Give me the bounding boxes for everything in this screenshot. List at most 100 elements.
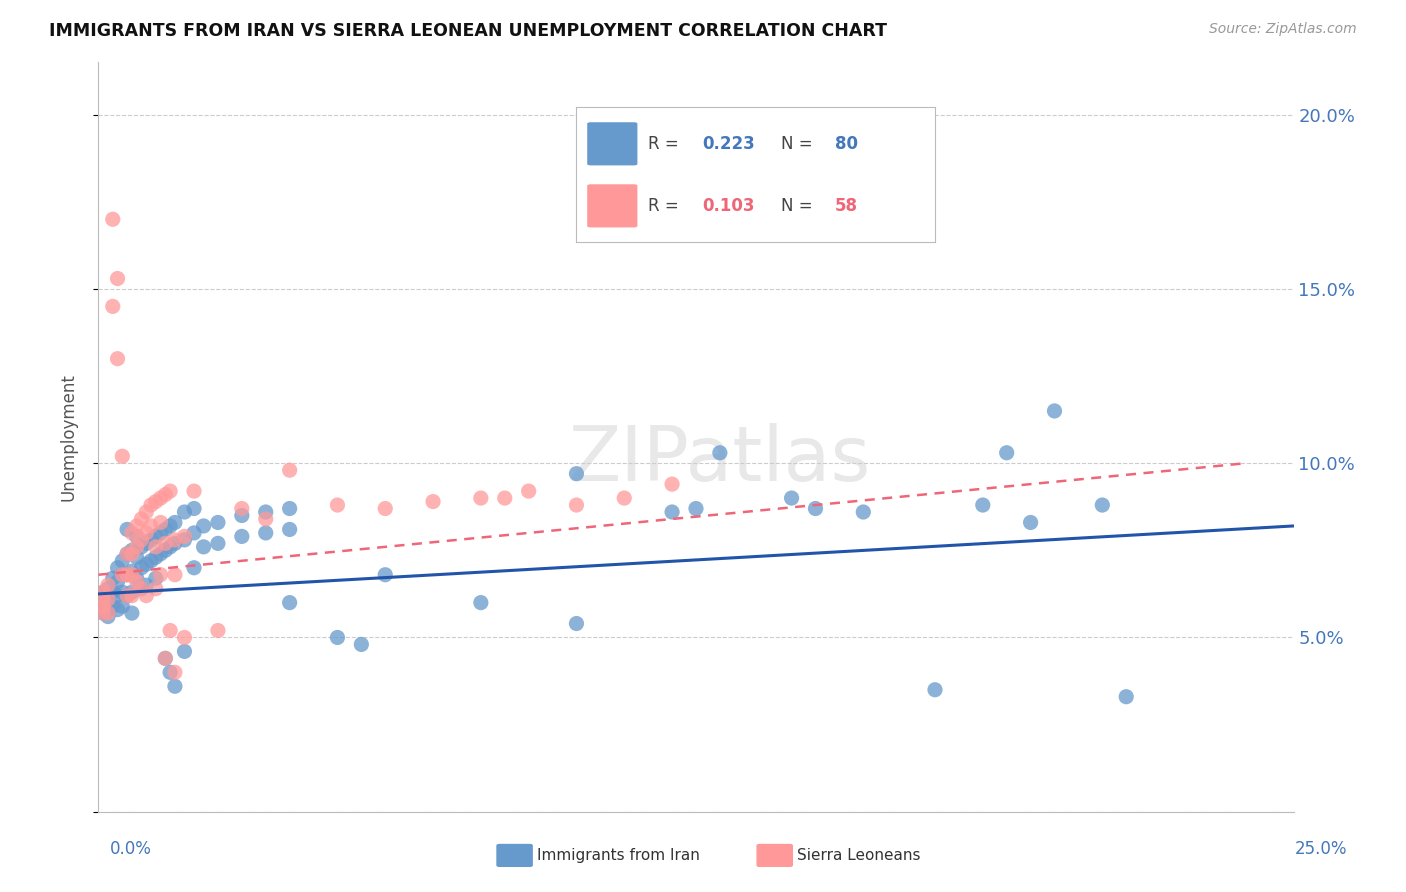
Point bbox=[661, 477, 683, 491]
Point bbox=[231, 529, 253, 543]
Point bbox=[115, 589, 138, 603]
Point bbox=[135, 525, 157, 540]
Point bbox=[139, 554, 162, 568]
Point bbox=[139, 498, 162, 512]
Point bbox=[1115, 690, 1137, 704]
Point bbox=[91, 599, 114, 613]
Text: Sierra Leoneans: Sierra Leoneans bbox=[797, 848, 921, 863]
Point bbox=[155, 487, 177, 501]
Point bbox=[135, 578, 157, 592]
Point bbox=[97, 596, 120, 610]
Point bbox=[115, 567, 138, 582]
Point bbox=[107, 561, 129, 575]
Point bbox=[91, 585, 114, 599]
Point bbox=[115, 567, 138, 582]
Point bbox=[97, 578, 120, 592]
Point bbox=[155, 651, 177, 665]
Point bbox=[278, 463, 301, 477]
Point bbox=[91, 592, 114, 607]
Point bbox=[183, 501, 205, 516]
Point bbox=[121, 585, 143, 599]
Point bbox=[995, 446, 1018, 460]
Point bbox=[115, 589, 138, 603]
Point bbox=[231, 501, 253, 516]
Point bbox=[149, 567, 172, 582]
Point bbox=[709, 446, 731, 460]
Point bbox=[107, 574, 129, 589]
Point bbox=[111, 554, 134, 568]
Point bbox=[155, 536, 177, 550]
Point bbox=[91, 599, 114, 613]
Point bbox=[163, 536, 186, 550]
Text: 25.0%: 25.0% bbox=[1295, 840, 1347, 858]
Point bbox=[125, 574, 148, 589]
Point bbox=[517, 484, 540, 499]
Point bbox=[326, 631, 349, 645]
Point bbox=[111, 449, 134, 463]
Point bbox=[173, 631, 195, 645]
Point bbox=[115, 547, 138, 561]
Point bbox=[139, 519, 162, 533]
Point bbox=[661, 505, 683, 519]
Point bbox=[121, 567, 143, 582]
Point bbox=[374, 567, 396, 582]
Point bbox=[139, 533, 162, 547]
Point bbox=[163, 665, 186, 680]
Point bbox=[111, 599, 134, 613]
Point bbox=[107, 602, 129, 616]
Point bbox=[155, 523, 177, 537]
Point bbox=[125, 550, 148, 565]
Point bbox=[780, 491, 803, 505]
Text: IMMIGRANTS FROM IRAN VS SIERRA LEONEAN UNEMPLOYMENT CORRELATION CHART: IMMIGRANTS FROM IRAN VS SIERRA LEONEAN U… bbox=[49, 22, 887, 40]
Point bbox=[97, 609, 120, 624]
Text: ZIPatlas: ZIPatlas bbox=[568, 423, 872, 497]
Point bbox=[173, 533, 195, 547]
Point bbox=[121, 525, 143, 540]
Point bbox=[101, 585, 124, 599]
Point bbox=[159, 624, 181, 638]
Point bbox=[91, 606, 114, 620]
Text: Immigrants from Iran: Immigrants from Iran bbox=[537, 848, 700, 863]
Point bbox=[135, 589, 157, 603]
Point bbox=[155, 543, 177, 558]
Point bbox=[115, 523, 138, 537]
Point bbox=[254, 512, 277, 526]
Point bbox=[207, 536, 229, 550]
Point bbox=[494, 491, 516, 505]
Point bbox=[183, 525, 205, 540]
Point bbox=[145, 550, 167, 565]
Point bbox=[163, 679, 186, 693]
Point bbox=[278, 596, 301, 610]
Point bbox=[149, 491, 172, 505]
Point bbox=[565, 498, 588, 512]
Point bbox=[924, 682, 946, 697]
Point bbox=[470, 596, 492, 610]
Point bbox=[131, 582, 153, 596]
Point bbox=[91, 606, 114, 620]
Point bbox=[101, 212, 124, 227]
Y-axis label: Unemployment: Unemployment bbox=[59, 373, 77, 501]
Point bbox=[173, 644, 195, 658]
Point bbox=[565, 616, 588, 631]
Point bbox=[145, 494, 167, 508]
Point bbox=[107, 589, 129, 603]
Point bbox=[111, 567, 134, 582]
Point bbox=[1019, 516, 1042, 530]
Text: Source: ZipAtlas.com: Source: ZipAtlas.com bbox=[1209, 22, 1357, 37]
Point bbox=[149, 525, 172, 540]
Point bbox=[159, 540, 181, 554]
Text: 0.0%: 0.0% bbox=[110, 840, 152, 858]
Point bbox=[972, 498, 994, 512]
Point bbox=[159, 665, 181, 680]
Point bbox=[254, 505, 277, 519]
Point bbox=[125, 519, 148, 533]
Point bbox=[107, 271, 129, 285]
Point bbox=[149, 547, 172, 561]
Point bbox=[97, 606, 120, 620]
Point bbox=[183, 561, 205, 575]
Point bbox=[121, 543, 143, 558]
Point bbox=[121, 589, 143, 603]
Point bbox=[91, 585, 114, 599]
Point bbox=[135, 536, 157, 550]
Point bbox=[1091, 498, 1114, 512]
